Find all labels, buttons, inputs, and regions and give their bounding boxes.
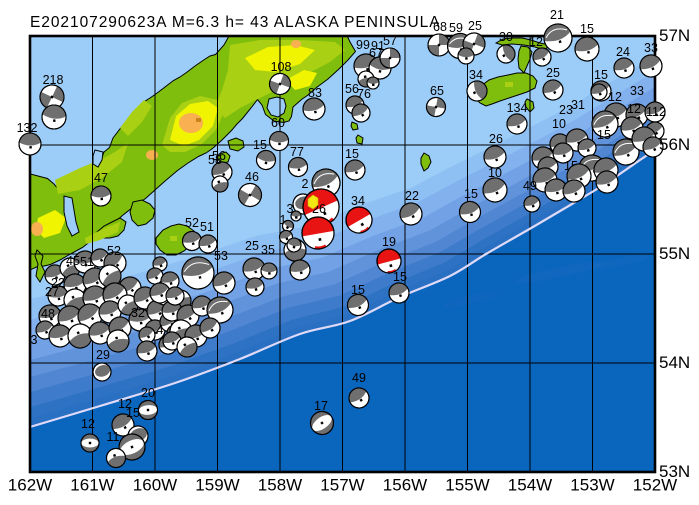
svg-text:E202107290623A M=6.3 h= 43 AL: E202107290623A M=6.3 h= 43 ALASKA PENINS… bbox=[30, 14, 440, 31]
svg-text:57N: 57N bbox=[659, 26, 690, 45]
svg-text:112: 112 bbox=[646, 105, 666, 119]
svg-text:153W: 153W bbox=[570, 476, 614, 495]
svg-text:134: 134 bbox=[507, 101, 528, 115]
svg-text:46: 46 bbox=[245, 170, 259, 184]
svg-text:11: 11 bbox=[107, 430, 120, 444]
svg-text:22: 22 bbox=[405, 189, 419, 203]
svg-text:12: 12 bbox=[529, 35, 543, 49]
svg-text:22: 22 bbox=[51, 276, 65, 290]
svg-text:52: 52 bbox=[107, 244, 121, 258]
svg-text:12: 12 bbox=[118, 397, 132, 411]
svg-text:25: 25 bbox=[245, 239, 259, 253]
svg-text:33: 33 bbox=[644, 41, 658, 55]
svg-text:3: 3 bbox=[287, 202, 294, 216]
svg-text:52: 52 bbox=[185, 216, 199, 230]
svg-text:162W: 162W bbox=[8, 476, 52, 495]
svg-text:68: 68 bbox=[433, 20, 447, 34]
svg-text:45: 45 bbox=[66, 254, 80, 268]
svg-text:35: 35 bbox=[261, 243, 275, 257]
svg-text:76: 76 bbox=[357, 87, 371, 101]
svg-text:152W: 152W bbox=[633, 476, 677, 495]
svg-text:67: 67 bbox=[369, 46, 383, 60]
svg-text:49: 49 bbox=[352, 371, 366, 385]
svg-text:17: 17 bbox=[314, 399, 328, 413]
svg-text:19: 19 bbox=[382, 235, 396, 249]
svg-text:48: 48 bbox=[41, 307, 55, 321]
svg-text:3: 3 bbox=[31, 333, 38, 347]
svg-text:32: 32 bbox=[131, 306, 145, 320]
svg-text:12: 12 bbox=[627, 102, 641, 116]
svg-text:132: 132 bbox=[17, 121, 38, 135]
svg-text:53: 53 bbox=[214, 249, 228, 263]
svg-text:65: 65 bbox=[430, 84, 444, 98]
svg-text:154W: 154W bbox=[508, 476, 552, 495]
svg-text:12: 12 bbox=[81, 417, 95, 431]
svg-text:31: 31 bbox=[571, 98, 585, 112]
svg-text:20: 20 bbox=[141, 386, 155, 400]
svg-text:56: 56 bbox=[212, 149, 226, 163]
svg-text:21: 21 bbox=[550, 8, 564, 22]
svg-text:34: 34 bbox=[351, 194, 365, 208]
svg-text:56N: 56N bbox=[659, 135, 690, 154]
svg-text:4: 4 bbox=[157, 323, 164, 337]
svg-text:10: 10 bbox=[488, 166, 502, 180]
svg-text:15: 15 bbox=[345, 147, 359, 161]
svg-text:15: 15 bbox=[253, 138, 267, 152]
svg-text:34: 34 bbox=[469, 68, 483, 82]
svg-text:156W: 156W bbox=[383, 476, 427, 495]
svg-text:29: 29 bbox=[96, 348, 110, 362]
svg-text:56: 56 bbox=[345, 82, 359, 96]
svg-text:15: 15 bbox=[393, 270, 407, 284]
svg-text:26: 26 bbox=[489, 132, 503, 146]
svg-text:15: 15 bbox=[594, 68, 608, 82]
svg-text:49: 49 bbox=[523, 179, 537, 193]
svg-text:157W: 157W bbox=[320, 476, 364, 495]
svg-text:10: 10 bbox=[552, 117, 566, 131]
svg-text:155W: 155W bbox=[445, 476, 489, 495]
svg-text:25: 25 bbox=[546, 66, 560, 80]
svg-text:77: 77 bbox=[290, 145, 304, 159]
svg-text:15: 15 bbox=[597, 128, 611, 142]
svg-text:23: 23 bbox=[559, 103, 573, 117]
svg-text:159W: 159W bbox=[195, 476, 239, 495]
svg-text:24: 24 bbox=[616, 45, 630, 59]
svg-text:27: 27 bbox=[45, 285, 59, 299]
svg-text:51: 51 bbox=[200, 220, 214, 234]
svg-text:161W: 161W bbox=[70, 476, 114, 495]
svg-text:55N: 55N bbox=[659, 244, 690, 263]
svg-text:2: 2 bbox=[302, 177, 309, 191]
svg-text:60: 60 bbox=[271, 116, 285, 130]
svg-text:12: 12 bbox=[608, 90, 622, 104]
svg-text:51: 51 bbox=[80, 255, 94, 269]
svg-text:47: 47 bbox=[94, 171, 108, 185]
svg-text:15: 15 bbox=[580, 22, 594, 36]
svg-text:15: 15 bbox=[464, 187, 478, 201]
svg-text:1: 1 bbox=[280, 213, 287, 227]
svg-text:218: 218 bbox=[43, 73, 64, 87]
svg-text:54N: 54N bbox=[659, 353, 690, 372]
svg-text:25: 25 bbox=[468, 19, 482, 33]
svg-text:57: 57 bbox=[383, 34, 397, 48]
svg-text:58: 58 bbox=[208, 153, 222, 167]
svg-text:30: 30 bbox=[499, 30, 513, 44]
svg-text:160W: 160W bbox=[133, 476, 177, 495]
svg-text:15: 15 bbox=[351, 283, 365, 297]
svg-text:53N: 53N bbox=[659, 462, 690, 481]
svg-text:59: 59 bbox=[449, 21, 463, 35]
svg-text:83: 83 bbox=[308, 86, 322, 100]
svg-text:91: 91 bbox=[371, 39, 385, 53]
svg-text:99: 99 bbox=[356, 38, 370, 52]
svg-text:33: 33 bbox=[630, 84, 644, 98]
svg-text:158W: 158W bbox=[258, 476, 302, 495]
svg-text:15: 15 bbox=[126, 406, 140, 420]
svg-text:108: 108 bbox=[271, 60, 292, 74]
